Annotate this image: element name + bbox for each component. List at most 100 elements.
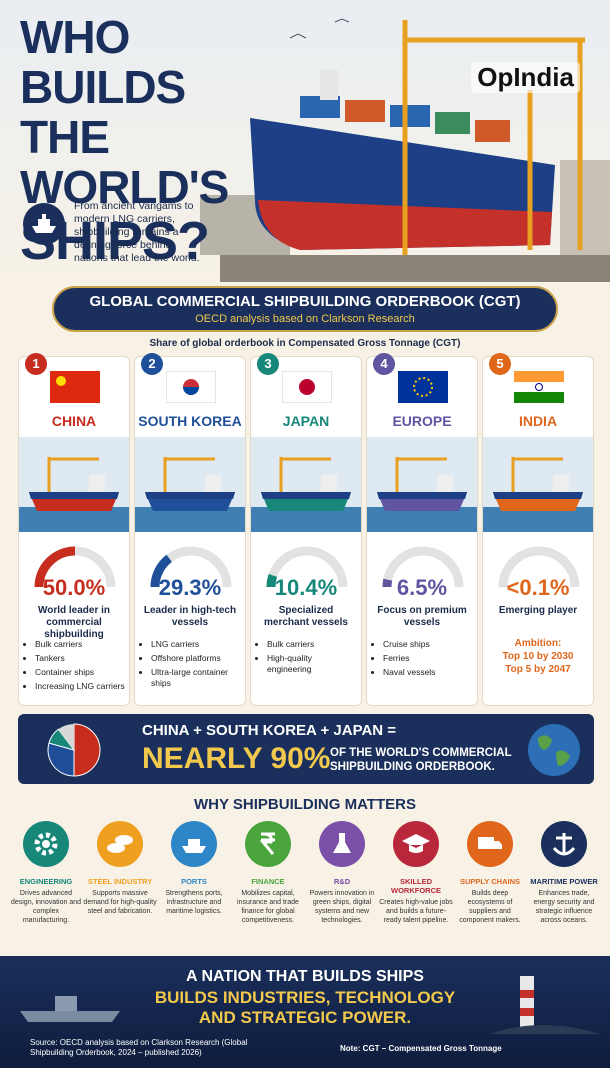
country-card: 2 SOUTH KOREA 29.3% Leader in high-tech ves… bbox=[134, 353, 246, 706]
ambition-line: Top 10 by 2030 bbox=[502, 651, 574, 662]
why-item: MARITIME POWER Enhances trade, energy sec… bbox=[527, 820, 601, 925]
orderbook-title: GLOBAL COMMERCIAL SHIPBUILDING ORDERBOOK… bbox=[89, 293, 521, 310]
why-text: Supports massive demand for high-quality… bbox=[83, 890, 157, 915]
gauge-arc bbox=[34, 546, 76, 588]
flag bbox=[166, 371, 216, 403]
point-list: LNG carriers Offshore platforms Ultra-larg… bbox=[141, 639, 241, 692]
why-item: STEEL INDUSTRY Supports massive demand fo… bbox=[83, 820, 157, 916]
orderbook-banner: GLOBAL COMMERCIAL SHIPBUILDING ORDERBOOK… bbox=[52, 286, 558, 332]
share-gauge bbox=[34, 546, 116, 588]
gauge-track bbox=[498, 546, 580, 588]
point: LNG carriers bbox=[151, 639, 241, 650]
why-label: FINANCE bbox=[251, 877, 285, 886]
summary-line: OF THE WORLD'S COMMERCIAL SHIPBUILDING O… bbox=[330, 747, 512, 773]
point: Ferries bbox=[383, 653, 473, 664]
why-label: MARITIME POWER bbox=[530, 877, 598, 886]
share-gauge bbox=[150, 546, 232, 588]
why-label: R&D bbox=[333, 877, 351, 886]
share-gauge bbox=[498, 546, 580, 588]
country-name: JAPAN bbox=[282, 413, 330, 429]
point: Ultra-large container ships bbox=[151, 667, 241, 689]
description: Emerging player bbox=[498, 605, 578, 616]
gauge-arc bbox=[150, 554, 173, 588]
rank-badge: 2 bbox=[141, 353, 163, 375]
point-list: Bulk carriers Tankers Container ships Incre… bbox=[25, 639, 125, 695]
point: Container ships bbox=[35, 667, 125, 678]
country-name: CHINA bbox=[51, 413, 97, 429]
rank-badge: 5 bbox=[489, 353, 511, 375]
rank-badge: 3 bbox=[257, 353, 279, 375]
gauge-arc bbox=[382, 578, 393, 588]
why-icon bbox=[97, 821, 143, 867]
rank-badge: 1 bbox=[25, 353, 47, 375]
ship-illustration bbox=[135, 437, 245, 532]
title-line: THE WORLD'S bbox=[20, 111, 229, 213]
point-list: Cruise ships Ferries Naval vessels bbox=[373, 639, 473, 681]
why-icon bbox=[171, 821, 217, 867]
pie-rest bbox=[58, 724, 74, 750]
pie-slice bbox=[47, 742, 75, 777]
country-name: EUROPE bbox=[392, 413, 452, 429]
point: Increasing LNG carriers bbox=[35, 681, 125, 692]
ambition-line: Top 5 by 2047 bbox=[505, 664, 571, 675]
why-label: STEEL INDUSTRY bbox=[87, 877, 153, 886]
orderbook-caption: Share of global orderbook in Compensated… bbox=[149, 338, 461, 349]
ship-illustration bbox=[367, 437, 477, 532]
point-list: Bulk carriers High-quality engineering bbox=[257, 639, 357, 678]
share-gauge bbox=[382, 546, 464, 588]
point: Cruise ships bbox=[383, 639, 473, 650]
intro-text: From ancient Vangams to modern LNG carri… bbox=[74, 200, 200, 264]
pie-slice bbox=[48, 728, 76, 751]
why-label: SKILLED WORKFORCE bbox=[391, 877, 441, 895]
summary-highlight: NEARLY 90% bbox=[142, 742, 331, 775]
why-icon bbox=[467, 821, 513, 867]
why-icon bbox=[23, 821, 69, 867]
why-text: Enhances trade, energy security and stra… bbox=[533, 890, 595, 924]
description: Leader in high-tech vessels bbox=[143, 605, 237, 628]
point: Bulk carriers bbox=[267, 639, 357, 650]
point: Offshore platforms bbox=[151, 653, 241, 664]
why-icon bbox=[393, 821, 439, 867]
why-item: SUPPLY CHAINS Builds deep ecosystems of s… bbox=[453, 820, 527, 925]
country-card: 1 CHINA 50.0% World leader in commercial sh… bbox=[18, 353, 130, 706]
summary-banner: CHINA + SOUTH KOREA + JAPAN = NEARLY 90%… bbox=[18, 714, 594, 784]
country-card: 3 JAPAN 10.4% Specialized merchant vessels B… bbox=[250, 353, 362, 706]
ship-illustration bbox=[251, 437, 361, 532]
description: Specialized merchant vessels bbox=[264, 605, 348, 628]
why-text: Strengthens ports, infrastructure and ma… bbox=[165, 890, 223, 915]
ambition-line: Ambition: bbox=[514, 638, 562, 649]
why-text: Mobilizes capital, insurance and trade f… bbox=[237, 890, 299, 924]
flag bbox=[398, 371, 448, 403]
share-label: 50.0% bbox=[42, 575, 106, 600]
why-text: Powers innovation in green ships, digita… bbox=[309, 890, 375, 924]
country-card: 4 EUROPE 6.5% Focus on premium vessels Cruis… bbox=[366, 353, 478, 706]
why-icon bbox=[319, 821, 365, 867]
why-label: SUPPLY CHAINS bbox=[459, 877, 521, 886]
why-item: ENGINEERING Drives advanced design, innov… bbox=[9, 820, 83, 925]
why-text: Drives advanced design, innovation and c… bbox=[10, 890, 82, 924]
summary-line: CHINA + SOUTH KOREA + JAPAN = bbox=[142, 722, 397, 739]
footer: A NATION THAT BUILDS SHIPS BUILDS INDUST… bbox=[0, 956, 610, 1068]
footer-illustration bbox=[20, 976, 600, 1034]
source-note: Source: OECD analysis based on Clarkson … bbox=[30, 1038, 248, 1057]
country-card: 5 INDIA <0.1% Emerging player Ambition: Top 1… bbox=[482, 353, 594, 706]
globe-icon bbox=[528, 724, 580, 776]
ship-icon bbox=[23, 203, 65, 245]
orderbook-subtitle: OECD analysis based on Clarkson Research bbox=[195, 313, 415, 325]
pie-slice bbox=[73, 723, 101, 777]
title-line: WHO BUILDS bbox=[20, 11, 186, 113]
gauge-track bbox=[266, 546, 348, 588]
share-label: 6.5% bbox=[396, 575, 448, 600]
flag bbox=[50, 371, 100, 403]
why-label: ENGINEERING bbox=[19, 877, 73, 886]
why-icon bbox=[245, 821, 291, 867]
description: World leader in commercial shipbuilding bbox=[37, 605, 111, 640]
share-label: 10.4% bbox=[274, 575, 338, 600]
share-label: <0.1% bbox=[506, 575, 570, 600]
flag bbox=[514, 371, 564, 403]
why-icon bbox=[541, 821, 587, 867]
point: Tankers bbox=[35, 653, 125, 664]
point: Naval vessels bbox=[383, 667, 473, 678]
point: Bulk carriers bbox=[35, 639, 125, 650]
why-item: PORTS Strengthens ports, infrastructure a… bbox=[157, 820, 231, 916]
